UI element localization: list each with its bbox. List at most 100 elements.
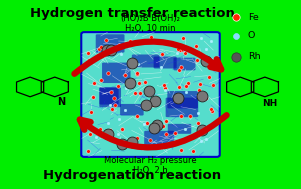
- Point: [175, 52, 179, 55]
- Point: [112, 103, 117, 106]
- Point: [177, 85, 182, 88]
- Point: [203, 97, 208, 100]
- Point: [160, 52, 164, 55]
- Point: [138, 91, 143, 94]
- Point: [117, 117, 122, 120]
- Point: [179, 66, 184, 69]
- Point: [199, 36, 204, 39]
- Text: N: N: [57, 97, 66, 107]
- Text: Hydrogen transfer reaction: Hydrogen transfer reaction: [30, 7, 235, 20]
- Point: [188, 114, 193, 117]
- Point: [172, 131, 177, 134]
- Point: [89, 111, 94, 114]
- Point: [120, 128, 125, 131]
- Point: [204, 137, 209, 140]
- Text: Hydrogenation reaction: Hydrogenation reaction: [43, 169, 222, 182]
- Point: [86, 58, 91, 61]
- Point: [135, 72, 140, 75]
- Point: [133, 91, 138, 94]
- FancyBboxPatch shape: [167, 91, 198, 108]
- Point: [178, 49, 182, 52]
- Point: [182, 49, 186, 52]
- Point: [122, 108, 127, 111]
- Point: [97, 47, 102, 50]
- FancyBboxPatch shape: [144, 131, 174, 147]
- Point: [110, 107, 115, 110]
- Point: [105, 52, 110, 55]
- Point: [186, 81, 191, 84]
- FancyBboxPatch shape: [173, 58, 196, 70]
- Point: [177, 69, 182, 72]
- Point: [94, 136, 99, 139]
- Point: [135, 136, 140, 139]
- Point: [101, 135, 106, 138]
- Point: [163, 88, 168, 91]
- Point: [197, 82, 202, 85]
- Point: [183, 91, 188, 94]
- Text: Molecular H₂ pressure
H₂O, 2 h: Molecular H₂ pressure H₂O, 2 h: [104, 156, 197, 175]
- Point: [204, 47, 209, 50]
- Point: [178, 114, 183, 117]
- Point: [87, 132, 92, 135]
- Point: [125, 143, 130, 146]
- Point: [112, 97, 116, 100]
- Point: [209, 109, 214, 112]
- FancyBboxPatch shape: [154, 57, 177, 68]
- Point: [99, 79, 104, 82]
- Point: [176, 96, 181, 99]
- Point: [142, 123, 147, 126]
- Point: [116, 140, 120, 143]
- Point: [137, 81, 141, 84]
- Point: [91, 95, 95, 98]
- Point: [200, 129, 205, 132]
- Point: [107, 103, 112, 106]
- Point: [160, 125, 165, 128]
- Point: [101, 46, 106, 50]
- Point: [210, 83, 215, 86]
- Point: [159, 65, 163, 68]
- Point: [135, 114, 140, 117]
- Point: [115, 85, 120, 88]
- Point: [196, 89, 201, 92]
- Point: [85, 150, 90, 153]
- Point: [105, 71, 110, 74]
- Point: [107, 128, 112, 131]
- Point: [206, 75, 211, 78]
- Point: [195, 122, 200, 125]
- Point: [163, 132, 168, 136]
- Point: [98, 128, 102, 131]
- FancyBboxPatch shape: [96, 34, 125, 53]
- Point: [85, 52, 90, 55]
- Point: [136, 63, 141, 66]
- Point: [209, 40, 214, 43]
- FancyBboxPatch shape: [132, 54, 160, 67]
- Point: [194, 58, 199, 61]
- Text: O: O: [248, 31, 255, 40]
- Point: [184, 85, 189, 88]
- Point: [176, 48, 181, 51]
- Point: [144, 121, 149, 124]
- Point: [117, 44, 122, 47]
- Point: [200, 95, 205, 98]
- Point: [195, 112, 200, 115]
- Point: [120, 143, 125, 146]
- Point: [130, 62, 135, 65]
- Point: [130, 141, 135, 144]
- Point: [181, 36, 186, 39]
- Point: [135, 72, 140, 75]
- Point: [209, 107, 213, 110]
- Point: [150, 104, 155, 107]
- Point: [204, 59, 209, 62]
- FancyBboxPatch shape: [99, 87, 121, 107]
- Point: [104, 39, 109, 42]
- Point: [144, 104, 149, 107]
- Point: [183, 51, 188, 54]
- Point: [122, 74, 127, 77]
- FancyBboxPatch shape: [81, 32, 220, 157]
- Point: [97, 53, 102, 56]
- Point: [152, 126, 157, 129]
- Point: [108, 90, 113, 93]
- Point: [106, 133, 111, 136]
- Point: [152, 122, 157, 125]
- FancyBboxPatch shape: [120, 104, 144, 115]
